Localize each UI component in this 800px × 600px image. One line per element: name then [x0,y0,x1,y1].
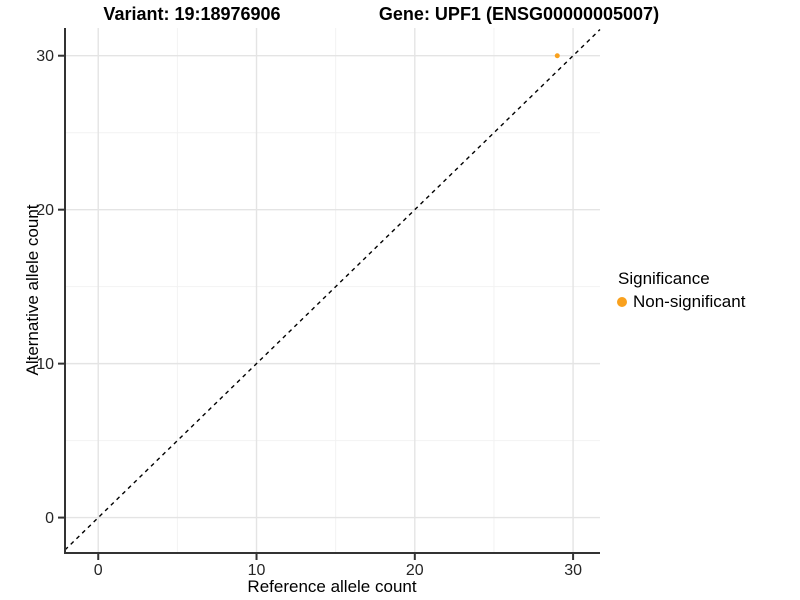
x-tick-label: 20 [406,562,424,579]
axis-lines [64,28,600,554]
legend-item: Non-significant [612,292,745,312]
y-tick-label: 30 [36,48,54,65]
x-axis-title: Reference allele count [247,577,417,596]
variant-title: Variant: 19:18976906 [103,4,281,24]
legend-item-label: Non-significant [633,292,746,311]
x-tick-labels: 0 10 20 30 [94,562,582,579]
legend: Significance Non-significant [612,269,745,312]
data-point [554,53,560,59]
identity-line [64,29,601,551]
y-tick-label: 10 [36,356,54,373]
y-tick-label: 20 [36,202,54,219]
data-points [554,53,560,59]
grid-minor [65,28,600,553]
x-tick-label: 10 [248,562,266,579]
gene-title: Gene: UPF1 (ENSG00000005007) [378,4,660,24]
legend-title: Significance [618,269,710,288]
tick-marks [58,54,575,560]
y-tick-labels: 0 10 20 30 [36,48,54,527]
x-tick-label: 30 [564,562,582,579]
x-tick-label: 0 [94,562,103,579]
y-tick-label: 0 [45,510,54,527]
y-axis-title: Alternative allele count [23,204,42,376]
grid-major [65,28,600,553]
legend-point-icon [617,297,627,307]
